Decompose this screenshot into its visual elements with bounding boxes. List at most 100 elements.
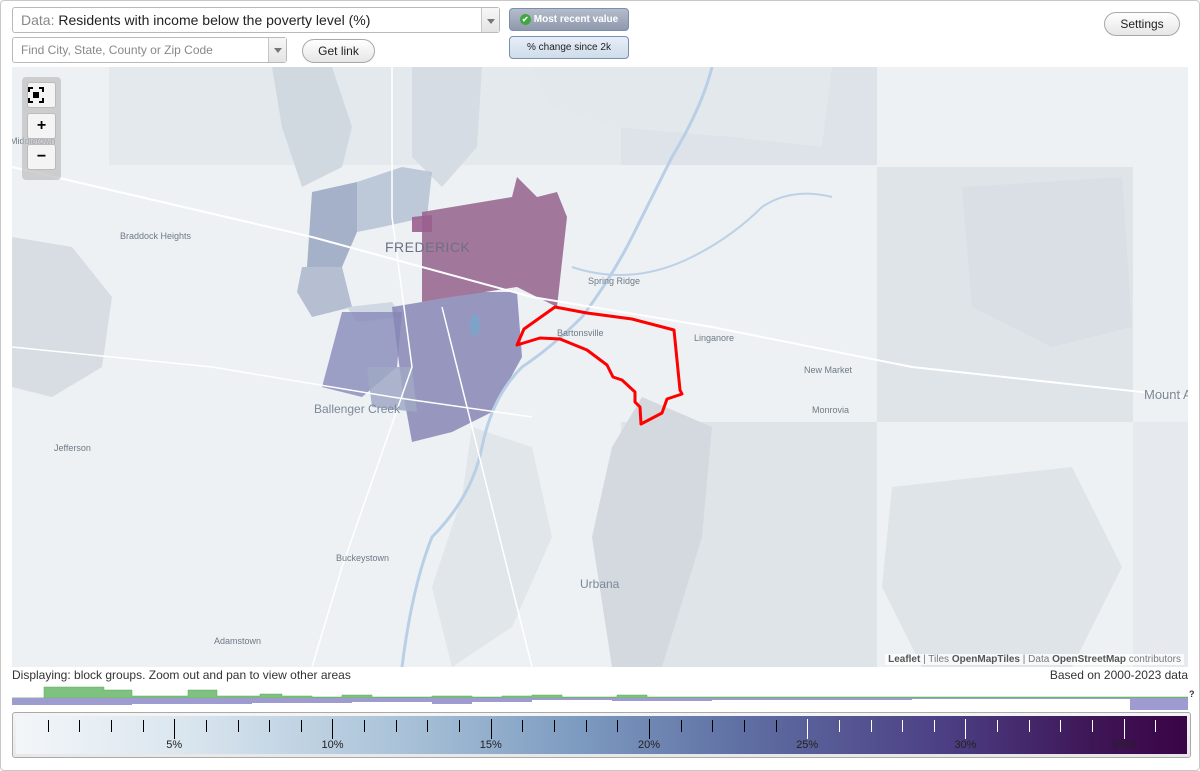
map-view[interactable]: Middletown Braddock Heights FREDERICK Sp… — [12, 67, 1188, 667]
legend-tick — [300, 720, 302, 732]
legend-tick — [554, 720, 556, 732]
road — [441, 306, 533, 667]
legend-tick — [522, 720, 524, 732]
legend-tick — [743, 720, 745, 732]
legend-tick — [79, 720, 81, 732]
color-legend: 5% 10% 15% 20% 25% 30% 35% — [12, 712, 1191, 758]
zoom-control: + − — [22, 77, 61, 180]
map-label-spring-ridge: Spring Ridge — [588, 276, 641, 286]
land-parcel — [412, 67, 482, 187]
legend-inner: 5% 10% 15% 20% 25% 30% 35% — [16, 716, 1187, 754]
map-label-mount-airy: Mount A — [1144, 387, 1188, 402]
legend-tick — [490, 719, 492, 739]
get-link-button[interactable]: Get link — [302, 39, 375, 63]
legend-tick-label: 15% — [479, 739, 502, 751]
chevron-down-icon[interactable] — [481, 8, 499, 32]
legend-tick — [712, 720, 714, 732]
legend-gradient — [16, 716, 1187, 754]
location-search-input[interactable]: Find City, State, County or Zip Code — [12, 37, 287, 63]
legend-tick — [1155, 720, 1157, 732]
legend-tick — [965, 719, 967, 739]
legend-tick — [1092, 720, 1094, 732]
legend-tick — [648, 719, 650, 739]
chevron-down-icon[interactable] — [268, 38, 286, 62]
legend-tick — [459, 720, 461, 732]
histogram-purple-series — [12, 698, 1188, 710]
change-since-2k-button[interactable]: % change since 2k — [509, 36, 629, 59]
fullscreen-glyph — [28, 87, 44, 103]
legend-tick — [332, 719, 334, 739]
road — [12, 346, 533, 418]
block-group — [422, 177, 567, 307]
block-group — [357, 167, 432, 232]
legend-tick — [933, 720, 935, 732]
data-years-note: Based on 2000-2023 data — [1049, 668, 1188, 682]
map-label-linganore: Linganore — [694, 333, 735, 343]
road — [311, 67, 413, 667]
river — [400, 67, 714, 667]
legend-tick-label: 35% — [1112, 739, 1135, 751]
histogram-green-series — [12, 686, 1188, 699]
land-parcel — [272, 67, 352, 187]
map-label-ballenger-creek: Ballenger Creek — [314, 402, 401, 416]
data-select[interactable]: Data: Residents with income below the po… — [12, 7, 500, 33]
legend-tick — [997, 720, 999, 732]
most-recent-value-button[interactable]: ✔ Most recent value — [509, 8, 629, 31]
legend-tick — [680, 720, 682, 732]
legend-tick — [364, 720, 366, 732]
map-attribution: Leaflet | Tiles OpenMapTiles | Data Open… — [885, 654, 1184, 665]
data-select-value: Residents with income below the poverty … — [58, 12, 371, 28]
map-label-adamstown: Adamstown — [214, 636, 262, 646]
attribution-sep: | Data — [1020, 654, 1053, 665]
legend-tick — [775, 720, 777, 732]
distribution-histogram — [12, 686, 1188, 710]
displaying-status: Displaying: block groups. Zoom out and p… — [12, 668, 351, 682]
unknown-values-marker: ? — [1189, 689, 1195, 699]
legend-tick-label: 25% — [796, 739, 819, 751]
legend-tick — [807, 719, 809, 739]
legend-tick — [47, 720, 49, 732]
search-placeholder: Find City, State, County or Zip Code — [21, 43, 213, 57]
block-group — [412, 215, 432, 232]
legend-tick — [838, 720, 840, 732]
legend-tick — [237, 720, 239, 732]
legend-tick — [617, 720, 619, 732]
legend-tick — [395, 720, 397, 732]
legend-tick — [110, 720, 112, 732]
legend-tick — [585, 720, 587, 732]
land-parcel — [432, 427, 552, 667]
legend-tick-label: 30% — [954, 739, 977, 751]
fullscreen-icon[interactable] — [27, 82, 56, 108]
legend-tick — [174, 719, 176, 739]
map-tile — [1133, 422, 1188, 667]
land-parcel — [12, 237, 112, 397]
road — [12, 166, 1188, 398]
openstreetmap-link[interactable]: OpenStreetMap — [1052, 654, 1126, 665]
map-label-frederick: FREDERICK — [385, 239, 471, 255]
block-group — [297, 267, 352, 317]
zoom-out-button[interactable]: − — [27, 144, 56, 170]
map-label-urbana: Urbana — [580, 577, 620, 591]
legend-tick-label: 5% — [166, 739, 183, 751]
map-label-buckeystown: Buckeystown — [336, 553, 390, 563]
selected-area-outline — [515, 305, 684, 426]
leaflet-link[interactable]: Leaflet — [888, 654, 921, 665]
legend-tick — [1028, 720, 1030, 732]
openmaptiles-link[interactable]: OpenMapTiles — [951, 654, 1020, 665]
river — [571, 192, 833, 276]
legend-tick — [1060, 720, 1062, 732]
data-select-prefix: Data: — [21, 12, 55, 28]
block-group — [367, 367, 417, 412]
settings-button[interactable]: Settings — [1104, 12, 1180, 36]
attribution-sep: | Tiles — [920, 654, 952, 665]
land-parcel — [962, 177, 1132, 347]
legend-tick — [269, 720, 271, 732]
map-label-new-market: New Market — [804, 365, 853, 375]
map-label-jefferson: Jefferson — [54, 443, 91, 453]
land-parcel — [592, 397, 712, 667]
legend-tick-label: 20% — [637, 739, 660, 751]
legend-tick — [205, 720, 207, 732]
map-tile — [109, 67, 621, 165]
attribution-tail: contributors — [1125, 654, 1181, 665]
zoom-in-button[interactable]: + — [27, 113, 56, 139]
